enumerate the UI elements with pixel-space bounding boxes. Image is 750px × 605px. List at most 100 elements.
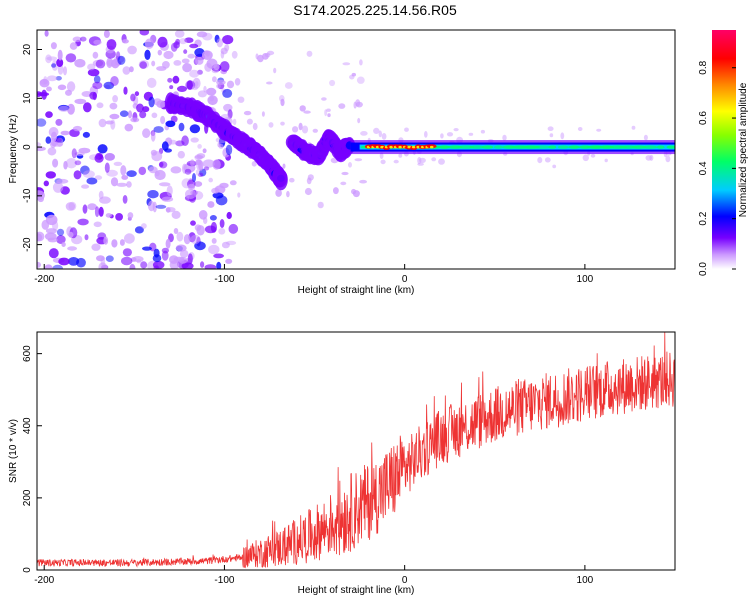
noise-speckle (157, 49, 162, 56)
noise-speckle (121, 39, 129, 44)
noise-speckle (105, 213, 112, 218)
band-peak-blob (380, 145, 384, 149)
noise-speckle (560, 132, 565, 140)
noise-speckle (181, 58, 190, 64)
noise-speckle (359, 179, 367, 184)
noise-speckle (665, 155, 671, 163)
noise-speckle (92, 81, 103, 90)
noise-speckle (132, 256, 144, 263)
noise-speckle (208, 177, 213, 183)
noise-speckle (196, 153, 206, 159)
noise-speckle (631, 125, 636, 130)
noise-speckle (197, 172, 204, 177)
noise-speckle (139, 30, 150, 36)
noise-speckle (218, 228, 226, 235)
noise-speckle (115, 213, 123, 221)
noise-speckle (111, 239, 118, 248)
noise-speckle (48, 248, 59, 259)
noise-speckle (604, 158, 608, 163)
noise-speckle (194, 154, 203, 161)
noise-speckle (354, 158, 363, 162)
steady-band-highlight (469, 145, 485, 149)
steady-band-highlight (642, 145, 658, 149)
steady-band-highlight (631, 145, 647, 149)
noise-speckle (139, 111, 147, 119)
steady-band-highlight (656, 145, 665, 149)
noise-speckle (202, 32, 213, 41)
noise-speckle (52, 158, 59, 168)
noise-speckle (126, 181, 132, 188)
colorbar-gradient (712, 30, 736, 269)
noise-speckle (119, 239, 125, 246)
noise-speckle (208, 244, 220, 255)
noise-speckle (268, 122, 274, 128)
noise-speckle (116, 182, 128, 187)
noise-speckle (226, 80, 235, 89)
noise-speckle (175, 38, 181, 45)
noise-speckle (453, 128, 459, 132)
noise-speckle (119, 110, 129, 117)
noise-speckle (66, 81, 76, 92)
noise-speckle (192, 85, 198, 91)
noise-speckle (78, 147, 91, 154)
noise-speckle (204, 264, 217, 269)
noise-speckle (209, 215, 217, 221)
noise-speckle (45, 228, 58, 234)
noise-speckle (162, 61, 170, 69)
noise-speckle (326, 108, 331, 112)
noise-speckle (46, 86, 52, 92)
noise-speckle (195, 56, 204, 65)
noise-speckle (189, 43, 199, 49)
noise-speckle (161, 250, 169, 261)
spectrogram-x-label: Height of straight line (km) (298, 285, 415, 296)
noise-speckle (169, 85, 174, 90)
noise-speckle (81, 184, 90, 189)
noise-speckle (212, 159, 221, 170)
noise-speckle (94, 175, 103, 180)
noise-speckle (179, 38, 187, 45)
noise-speckle (577, 127, 583, 131)
noise-speckle (67, 103, 75, 115)
noise-speckle (45, 136, 52, 144)
noise-speckle (148, 96, 155, 108)
band-peak-blob (398, 145, 403, 149)
noise-speckle (104, 162, 110, 173)
noise-speckle (203, 216, 208, 225)
noise-speckle (161, 196, 174, 202)
noise-speckle (155, 204, 167, 209)
noise-speckle (209, 96, 214, 102)
snr-panel: -200 -100 0 100 0 200 400 600 Height of straig… (8, 331, 676, 596)
noise-speckle (146, 77, 157, 88)
noise-speckle (237, 96, 245, 103)
noise-speckle (196, 31, 208, 38)
noise-speckle (94, 206, 100, 218)
noise-speckle (106, 39, 117, 50)
noise-speckle (341, 171, 349, 176)
noise-speckle (299, 105, 306, 112)
noise-speckle (123, 233, 135, 244)
noise-speckle (47, 237, 58, 243)
noise-speckle (206, 87, 217, 96)
noise-speckle (178, 122, 185, 132)
noise-speckle (121, 256, 133, 266)
band-peak-blob (411, 145, 416, 149)
noise-speckle (121, 175, 129, 180)
x-tick-label: -200 (34, 274, 54, 285)
noise-speckle (219, 182, 229, 189)
noise-speckle (95, 59, 106, 69)
noise-speckle (340, 181, 347, 186)
noise-speckle (232, 118, 237, 126)
noise-speckle (151, 60, 156, 67)
noise-speckle (55, 76, 62, 81)
snr-line (37, 332, 675, 569)
noise-speckle (261, 111, 265, 117)
noise-speckle (284, 82, 293, 89)
colorbar-ticks: 0.0 0.2 0.4 0.6 0.8 (698, 60, 736, 276)
noise-speckle (234, 78, 241, 86)
y-tick-label: 200 (22, 489, 33, 506)
band-peak-blob (429, 145, 434, 149)
noise-speckle (160, 115, 166, 125)
noise-speckle (222, 88, 233, 98)
noise-speckle (110, 177, 119, 187)
noise-speckle (181, 135, 189, 146)
